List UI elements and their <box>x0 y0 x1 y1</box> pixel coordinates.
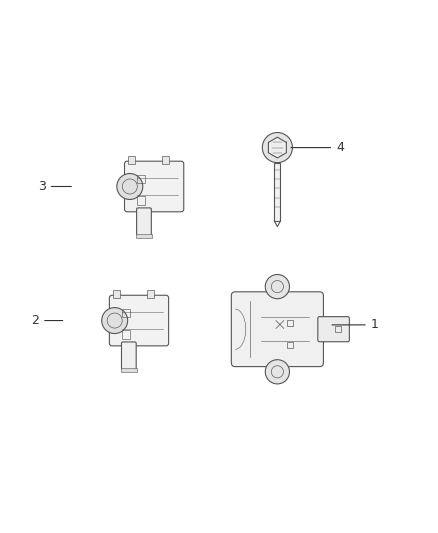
FancyBboxPatch shape <box>231 292 323 367</box>
Bar <box>128 156 135 164</box>
Bar <box>122 330 131 338</box>
Circle shape <box>265 360 290 384</box>
Bar <box>121 368 137 372</box>
Bar <box>136 235 152 238</box>
Circle shape <box>102 308 127 334</box>
Polygon shape <box>268 137 286 158</box>
Bar <box>287 320 293 326</box>
Bar <box>274 163 280 221</box>
Bar <box>335 326 341 333</box>
Circle shape <box>262 133 293 163</box>
Text: 2: 2 <box>31 314 63 327</box>
FancyBboxPatch shape <box>110 295 169 346</box>
Bar <box>287 342 293 348</box>
Circle shape <box>265 274 290 298</box>
Text: 1: 1 <box>332 318 378 332</box>
Text: 3: 3 <box>38 180 71 193</box>
FancyBboxPatch shape <box>137 208 151 236</box>
Bar <box>162 156 169 164</box>
FancyBboxPatch shape <box>124 161 184 212</box>
Bar <box>122 309 131 317</box>
FancyBboxPatch shape <box>318 317 350 342</box>
FancyBboxPatch shape <box>121 342 136 370</box>
Bar <box>137 196 145 205</box>
Circle shape <box>117 174 143 199</box>
Bar <box>113 290 120 298</box>
Bar <box>137 175 145 183</box>
Text: 4: 4 <box>291 141 344 154</box>
Bar <box>147 290 154 298</box>
